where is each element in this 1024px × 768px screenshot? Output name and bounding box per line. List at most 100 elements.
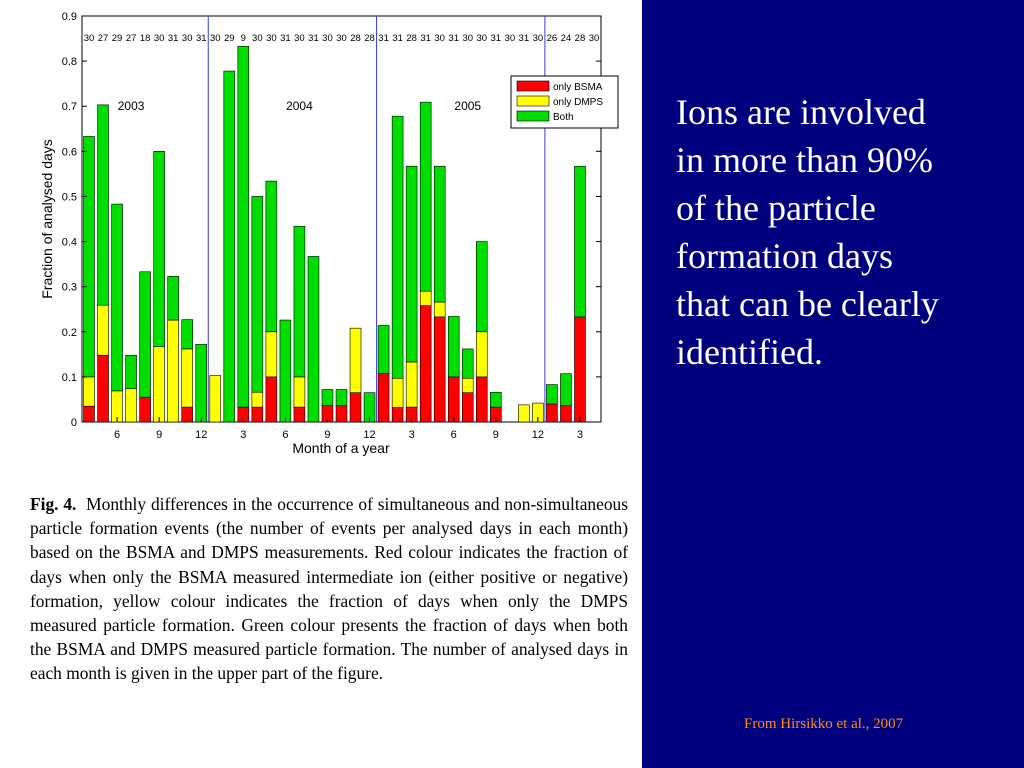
bar-only-bsma-22 [391, 407, 404, 423]
text-panel [642, 0, 1024, 768]
analysed-days-24: 31 [420, 33, 431, 44]
y-tick-label-0: 0 [71, 417, 77, 429]
x-tick-label-1: 9 [156, 429, 162, 441]
bar-both-6 [167, 275, 179, 321]
analysed-days-20: 28 [364, 33, 375, 44]
bar-only-dmps-19 [349, 327, 362, 393]
bar-both-26 [447, 316, 460, 378]
analysed-days-17: 30 [322, 33, 333, 44]
x-tick-label-9: 9 [493, 429, 499, 441]
analysed-days-23: 28 [406, 33, 417, 44]
analysed-days-18: 30 [336, 33, 347, 44]
analysed-days-6: 31 [168, 33, 179, 44]
analysed-days-4: 18 [140, 33, 151, 44]
analysed-days-2: 29 [112, 33, 123, 44]
analysed-days-33: 26 [547, 33, 558, 44]
y-tick-label-4: 0.4 [62, 237, 77, 249]
bar-both-4 [139, 271, 151, 398]
bar-both-13 [265, 180, 278, 333]
legend-label-1: only DMPS [553, 97, 603, 108]
bar-only-dmps-9 [209, 375, 222, 423]
legend-swatch-1 [516, 95, 550, 107]
legend-swatch-2 [516, 110, 550, 122]
y-tick-label-5: 0.5 [62, 191, 77, 203]
x-tick-label-11: 3 [577, 429, 583, 441]
bar-both-17 [321, 389, 334, 407]
analysed-days-11: 9 [241, 33, 246, 44]
analysed-days-0: 30 [84, 33, 95, 44]
y-tick-label-3: 0.3 [62, 282, 77, 294]
x-axis-label: Month of a year [292, 440, 390, 456]
bar-only-bsma-15 [293, 406, 306, 423]
bar-only-bsma-24 [419, 305, 432, 423]
bar-both-28 [475, 241, 488, 333]
x-tick-label-4: 6 [282, 429, 288, 441]
x-tick-label-8: 6 [451, 429, 457, 441]
analysed-days-10: 29 [224, 33, 235, 44]
bar-both-35 [574, 165, 586, 318]
bar-both-12 [251, 196, 264, 393]
x-tick-label-0: 6 [114, 429, 120, 441]
x-tick-label-10: 12 [532, 429, 544, 441]
bar-both-23 [405, 165, 418, 363]
analysed-days-32: 30 [533, 33, 544, 44]
bar-both-2 [111, 203, 123, 392]
year-label-1: 2004 [286, 99, 313, 113]
bar-only-bsma-33 [546, 403, 558, 423]
bar-both-27 [461, 348, 474, 379]
bar-only-bsma-19 [349, 392, 362, 423]
analysed-days-14: 31 [280, 33, 291, 44]
caption-text: Monthly differences in the occurrence of… [30, 494, 629, 684]
bar-both-24 [419, 101, 432, 292]
bar-only-bsma-18 [335, 405, 348, 423]
bar-both-34 [560, 373, 572, 407]
analysed-days-31: 31 [519, 33, 530, 44]
figure-panel: 0 0.1 0.2 0.3 0.4 0.5 0.6 0.7 0.8 0.9 6 9 12 3 6 9 12 3 6… [30, 11, 629, 686]
bar-only-dmps-0 [83, 376, 95, 407]
analysed-days-15: 30 [294, 33, 305, 44]
bar-only-dmps-23 [405, 361, 418, 408]
bar-both-0 [83, 136, 95, 378]
analysed-days-19: 28 [350, 33, 361, 44]
analysed-days-3: 27 [126, 33, 137, 44]
year-labels: 2003 2004 2005 [118, 99, 482, 113]
bar-both-15 [293, 225, 306, 378]
bar-both-33 [546, 384, 558, 405]
bar-both-22 [391, 115, 404, 379]
bar-both-7 [181, 319, 193, 350]
bar-both-29 [490, 391, 502, 408]
analysed-days-7: 30 [182, 33, 193, 44]
analysed-days-9: 30 [210, 33, 221, 44]
bar-only-dmps-25 [433, 301, 446, 318]
y-axis-label: Fraction of analysed days [39, 139, 55, 299]
bar-only-dmps-15 [293, 376, 306, 408]
bar-only-bsma-27 [461, 392, 474, 423]
legend-swatch-0 [516, 80, 550, 92]
x-tick-label-3: 3 [240, 429, 246, 441]
legend-label-2: Both [553, 112, 574, 123]
y-axis-ticks: 0 0.1 0.2 0.3 0.4 0.5 0.6 0.7 0.8 0.9 [62, 11, 601, 429]
bar-both-8 [195, 344, 207, 423]
bar-only-bsma-21 [377, 373, 390, 423]
y-tick-label-7: 0.7 [62, 101, 77, 113]
bar-only-bsma-13 [265, 376, 278, 423]
y-tick-label-8: 0.8 [62, 56, 77, 68]
bar-only-dmps-7 [181, 348, 193, 408]
legend-label-0: only BSMA [553, 82, 603, 93]
analysed-days-row: 30 27 29 27 18 30 31 30 31 30 29 9 30 30 31 30 31 30 30 28 2… [84, 33, 600, 44]
bar-both-5 [153, 151, 165, 347]
analysed-days-29: 31 [491, 33, 502, 44]
caption-label: Fig. 4. [30, 494, 77, 514]
bar-only-bsma-12 [251, 406, 264, 423]
figure-caption: Fig. 4. Monthly differences in the occur… [30, 492, 628, 686]
x-tick-label-5: 9 [324, 429, 330, 441]
bar-only-dmps-22 [391, 377, 404, 408]
analysed-days-27: 30 [462, 33, 473, 44]
analysed-days-5: 30 [154, 33, 165, 44]
bar-only-bsma-4 [139, 396, 151, 423]
bar-only-bsma-35 [574, 316, 586, 423]
bar-only-dmps-31 [518, 404, 530, 423]
analysed-days-35: 28 [575, 33, 586, 44]
y-tick-label-2: 0.2 [62, 327, 77, 339]
stacked-bar-chart: 00.10.20.30.40.50.60.70.80.9 6 9 12 3 6 9 12 3 6… [39, 11, 619, 456]
